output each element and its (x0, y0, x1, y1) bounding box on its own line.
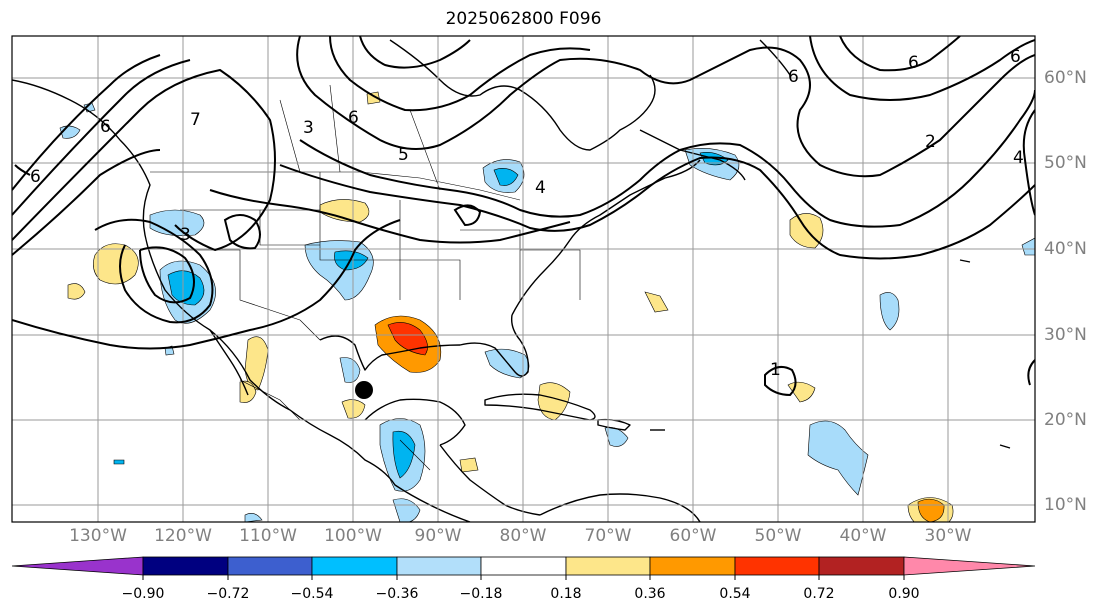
colorbar-label: 0.54 (719, 586, 751, 602)
colorbar-label: −0.18 (459, 586, 503, 602)
colorbar-segment (818, 556, 905, 576)
anomaly-shading (59, 91, 1035, 522)
lon-label: 120°W (154, 526, 212, 546)
lon-label: 110°W (239, 526, 297, 546)
map-border (11, 35, 1036, 523)
contour-label-group: 6 6 3 6 5 4 7 3 2 6 6 4 6 1 (30, 47, 1024, 380)
colorbar-segment (734, 556, 820, 576)
contour-label: 3 (180, 225, 191, 245)
colorbar-upper-extend (903, 556, 1036, 576)
contour-label: 4 (535, 178, 546, 198)
contour-label: 7 (190, 110, 201, 130)
contour-label: 4 (1013, 148, 1024, 168)
colorbar-segment (480, 556, 567, 576)
borders (150, 84, 581, 471)
map-title: 2025062800 F096 (445, 9, 602, 29)
colorbar-label: 0.72 (803, 586, 835, 602)
lat-label: 20°N (1044, 410, 1087, 430)
storm-marker (355, 381, 373, 399)
colorbar-segment (649, 556, 736, 576)
contour-label: 5 (398, 145, 409, 165)
colorbar-label: −0.72 (206, 586, 250, 602)
lon-label: 70°W (584, 526, 632, 546)
lon-label: 30°W (924, 526, 972, 546)
colorbar-label: −0.90 (121, 586, 165, 602)
lat-label: 50°N (1044, 153, 1087, 173)
lon-label: 60°W (669, 526, 717, 546)
colorbar-segment (565, 556, 651, 576)
colorbar-label: 0.90 (888, 586, 920, 602)
lon-label: 100°W (324, 526, 382, 546)
contour-lines (12, 36, 1035, 397)
lat-label: 60°N (1044, 68, 1087, 88)
coastlines (12, 39, 1011, 522)
colorbar-segment (227, 556, 313, 576)
colorbar-lower-extend (11, 556, 144, 576)
colorbar-label: 0.36 (634, 586, 666, 602)
colorbar-segment (396, 556, 482, 576)
colorbar-segment (142, 556, 229, 576)
colorbar-label: −0.36 (375, 586, 419, 602)
colorbar-segment (311, 556, 398, 576)
contour-label: 6 (908, 53, 919, 73)
lon-label: 40°W (839, 526, 887, 546)
lat-label: 40°N (1044, 239, 1087, 259)
contour-label: 2 (925, 132, 936, 152)
lat-label: 30°N (1044, 325, 1087, 345)
colorbar-label: −0.54 (290, 586, 334, 602)
contour-label: 6 (1010, 47, 1021, 67)
lon-label: 130°W (69, 526, 127, 546)
colorbar-label: 0.18 (550, 586, 582, 602)
lat-label: 10°N (1044, 495, 1087, 515)
colorbar (11, 556, 1036, 580)
contour-label: 6 (348, 108, 359, 128)
lon-label: 50°W (754, 526, 802, 546)
lon-label: 80°W (499, 526, 547, 546)
lon-label: 90°W (414, 526, 462, 546)
contour-label: 6 (788, 67, 799, 87)
contour-label: 6 (100, 117, 111, 137)
contour-label: 3 (303, 118, 314, 138)
contour-label: 1 (770, 360, 781, 380)
contour-label: 6 (30, 167, 41, 187)
